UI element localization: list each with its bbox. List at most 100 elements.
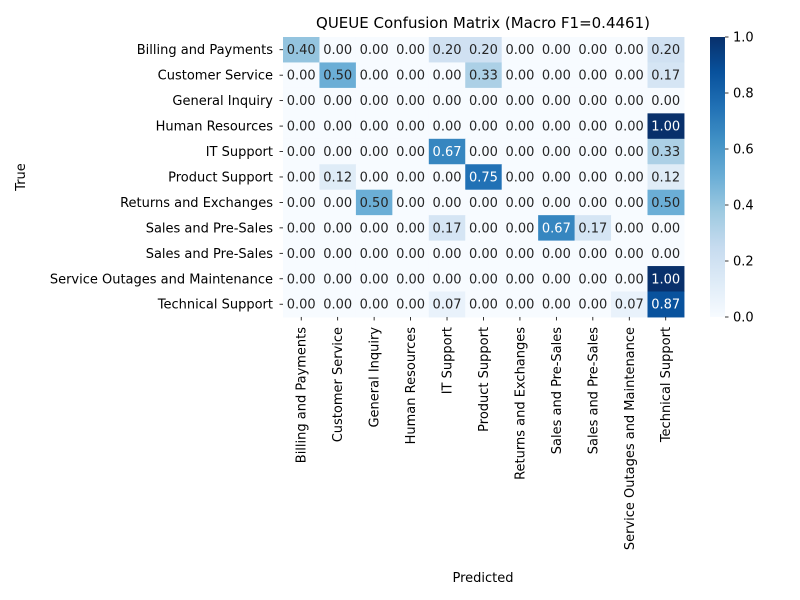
y-tick-label: Sales and Pre-Sales	[146, 247, 274, 262]
heatmap-cell	[319, 62, 357, 89]
heatmap-cell	[501, 291, 539, 318]
heatmap-cell	[538, 240, 576, 267]
heatmap-cell-value: 0.00	[360, 120, 389, 135]
heatmap-cell	[538, 215, 576, 242]
heatmap-cell-value: 0.00	[433, 196, 462, 211]
heatmap-cell	[355, 87, 393, 114]
heatmap-cell	[392, 240, 430, 267]
y-tick-label: Service Outages and Maintenance	[50, 272, 273, 287]
heatmap-cell	[355, 62, 393, 89]
heatmap-cell	[501, 113, 539, 140]
colorbar-tick-label: 1.0	[733, 31, 754, 46]
heatmap-cell	[283, 240, 320, 267]
heatmap-cell	[538, 189, 576, 216]
y-tick-label: Returns and Exchanges	[120, 196, 273, 211]
heatmap-cell-value: 1.00	[651, 272, 680, 287]
x-tick-label: Sales and Pre-Sales	[550, 327, 565, 455]
heatmap-cell	[392, 37, 430, 63]
heatmap-cell	[501, 240, 539, 267]
heatmap-cell-value: 0.00	[578, 196, 607, 211]
heatmap-cell	[465, 291, 503, 318]
heatmap-cell-value: 0.00	[505, 247, 534, 262]
heatmap-cell-value: 0.00	[323, 221, 352, 236]
heatmap-cell-value: 0.67	[433, 145, 462, 160]
heatmap-cell	[611, 37, 648, 63]
heatmap-cell	[574, 291, 612, 318]
colorbar-gradient	[710, 37, 725, 317]
heatmap-cell-value: 0.00	[505, 43, 534, 58]
heatmap-cell	[319, 291, 357, 318]
heatmap-cell-value: 0.00	[578, 247, 607, 262]
heatmap-cell-value: 0.00	[360, 247, 389, 262]
heatmap-cell-value: 0.12	[323, 170, 352, 185]
heatmap-cell-value: 0.17	[578, 221, 607, 236]
heatmap-cell	[611, 87, 648, 114]
heatmap-cell-value: 0.00	[651, 94, 680, 109]
heatmap-cell	[319, 113, 357, 140]
heatmap-cell-value: 0.00	[433, 170, 462, 185]
colorbar-tick-label: 0.8	[733, 87, 754, 102]
heatmap-cell-value: 0.00	[360, 94, 389, 109]
heatmap-cell	[392, 291, 430, 318]
heatmap-cell-value: 0.00	[542, 272, 571, 287]
heatmap-cell	[319, 87, 357, 114]
heatmap-cell	[355, 37, 393, 63]
heatmap-cell-value: 0.07	[615, 298, 644, 313]
heatmap-cell	[428, 138, 466, 165]
heatmap-cell	[355, 291, 393, 318]
heatmap-cell	[428, 87, 466, 114]
heatmap-cell	[283, 138, 320, 165]
heatmap-cell	[283, 62, 320, 89]
heatmap-cell	[319, 189, 357, 216]
heatmap-cell	[538, 266, 576, 292]
y-tick-label: Customer Service	[158, 69, 273, 84]
heatmap-cell	[611, 291, 648, 318]
heatmap-cell-value: 0.00	[323, 298, 352, 313]
heatmap-cell-value: 0.00	[396, 221, 425, 236]
heatmap-cell-value: 0.67	[542, 221, 571, 236]
heatmap-cell	[501, 164, 539, 191]
heatmap-cell	[465, 37, 503, 63]
x-axis-label: Predicted	[452, 571, 513, 586]
heatmap-cell	[428, 291, 466, 318]
heatmap-cell-value: 0.00	[287, 298, 316, 313]
heatmap-cell	[538, 291, 576, 318]
heatmap-cell	[574, 113, 612, 140]
heatmap-cell	[574, 138, 612, 165]
heatmap-cell-value: 0.00	[433, 247, 462, 262]
heatmap-cell	[611, 189, 648, 216]
heatmap-cell	[319, 266, 357, 292]
heatmap-cells	[283, 37, 685, 318]
heatmap-cell	[428, 189, 466, 216]
heatmap-cell	[574, 215, 612, 242]
heatmap-cell-value: 0.00	[287, 170, 316, 185]
heatmap-cell-value: 0.00	[287, 94, 316, 109]
heatmap-cell	[428, 113, 466, 140]
x-axis-ticks: Billing and Payments Customer Service Gene…	[295, 316, 674, 550]
heatmap-cell-value: 0.00	[287, 145, 316, 160]
heatmap-cell-value: 0.00	[578, 170, 607, 185]
heatmap-cell-value: 0.00	[651, 221, 680, 236]
heatmap-cell-value: 0.75	[469, 170, 498, 185]
y-tick-label: Billing and Payments	[137, 43, 273, 58]
heatmap-cell	[465, 138, 503, 165]
heatmap-cell	[647, 240, 685, 267]
heatmap-cell-value: 0.00	[433, 272, 462, 287]
heatmap-cell-value: 0.00	[615, 272, 644, 287]
colorbar-tick-label: 0.6	[733, 143, 754, 158]
heatmap-cell-labels: 0.40 0.00 0.00 0.00 0.20 0.20 0.00 0.00 0.00 0.00…	[287, 43, 680, 313]
heatmap-cell	[501, 87, 539, 114]
heatmap-cell-value: 0.00	[469, 145, 498, 160]
heatmap-cell-value: 0.00	[287, 272, 316, 287]
heatmap-cell	[465, 240, 503, 267]
heatmap-cell	[355, 215, 393, 242]
x-tick-label: Billing and Payments	[295, 327, 310, 463]
heatmap-cell-value: 0.00	[542, 196, 571, 211]
heatmap-cell	[611, 240, 648, 267]
heatmap-cell-value: 0.00	[396, 69, 425, 84]
heatmap-cell-value: 0.00	[615, 94, 644, 109]
heatmap-cell-value: 0.00	[287, 196, 316, 211]
heatmap-cell	[319, 37, 357, 63]
heatmap-cell-value: 0.00	[578, 298, 607, 313]
heatmap-cell-value: 0.00	[615, 221, 644, 236]
